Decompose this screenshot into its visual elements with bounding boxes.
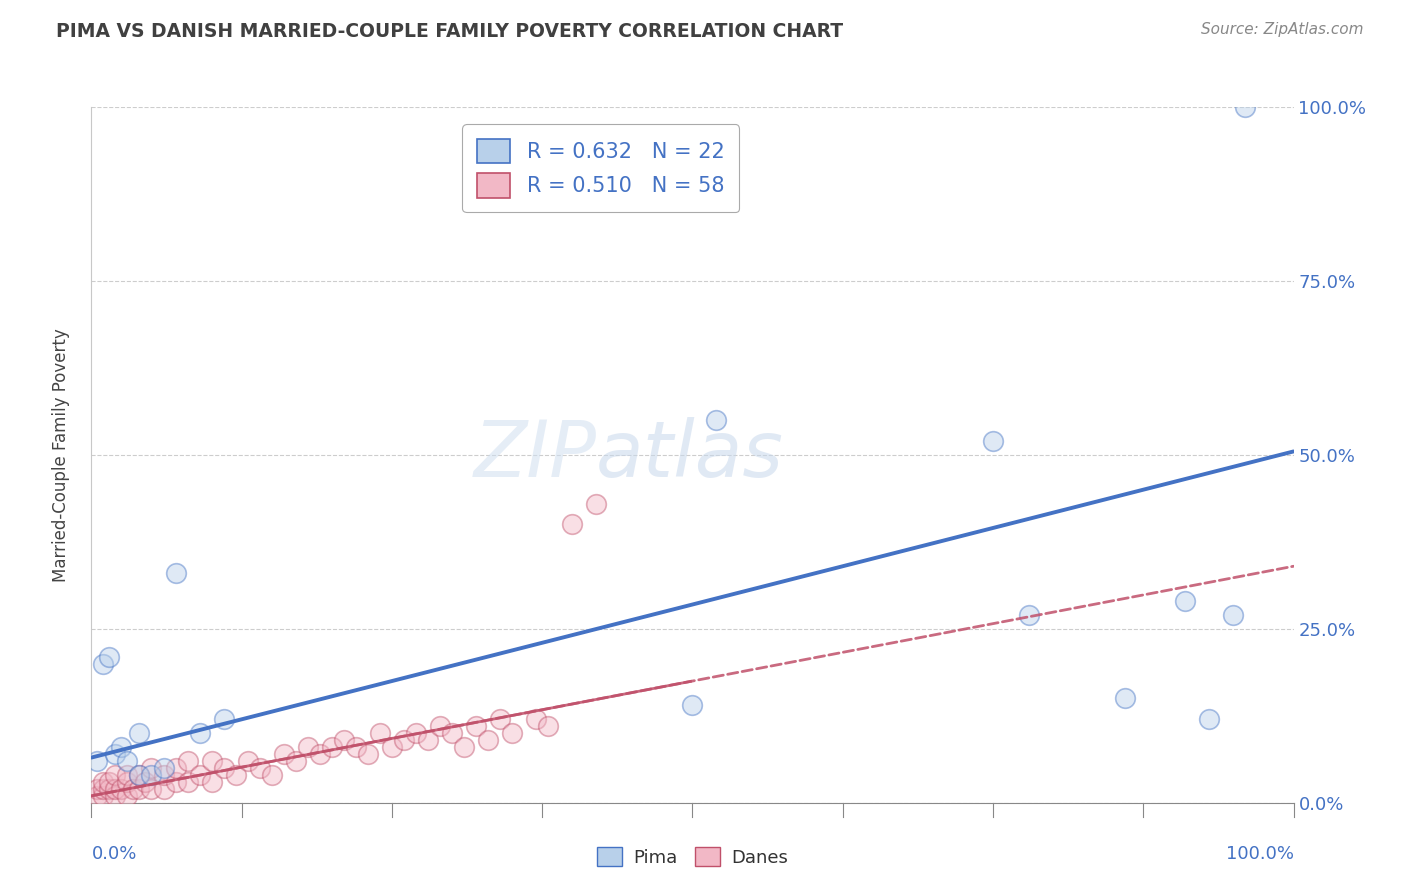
Point	[236, 754, 259, 768]
Point	[249, 761, 271, 775]
Point	[681, 698, 703, 713]
Point	[284, 754, 307, 768]
Point	[93, 789, 115, 803]
Point	[86, 754, 108, 768]
Point	[104, 781, 127, 796]
Point	[273, 747, 295, 761]
Point	[98, 775, 121, 789]
Point	[1114, 691, 1136, 706]
Point	[537, 719, 560, 733]
Point	[981, 434, 1004, 448]
Point	[165, 566, 187, 581]
Point	[453, 740, 475, 755]
Point	[392, 733, 415, 747]
Point	[152, 781, 174, 796]
Point	[93, 657, 115, 671]
Point	[201, 754, 224, 768]
Point	[93, 775, 115, 789]
Point	[1198, 712, 1220, 726]
Point	[308, 747, 330, 761]
Point	[176, 775, 198, 789]
Point	[429, 719, 451, 733]
Text: 100.0%: 100.0%	[1226, 845, 1294, 863]
Text: atlas: atlas	[596, 417, 785, 493]
Point	[117, 768, 139, 782]
Point	[188, 768, 211, 782]
Text: PIMA VS DANISH MARRIED-COUPLE FAMILY POVERTY CORRELATION CHART: PIMA VS DANISH MARRIED-COUPLE FAMILY POV…	[56, 22, 844, 41]
Text: Source: ZipAtlas.com: Source: ZipAtlas.com	[1201, 22, 1364, 37]
Point	[141, 781, 163, 796]
Point	[86, 789, 108, 803]
Point	[152, 768, 174, 782]
Point	[128, 768, 150, 782]
Point	[128, 781, 150, 796]
Point	[165, 761, 187, 775]
Point	[321, 740, 343, 755]
Point	[104, 768, 127, 782]
Point	[128, 768, 150, 782]
Point	[110, 781, 132, 796]
Point	[104, 789, 127, 803]
Point	[501, 726, 523, 740]
Point	[489, 712, 512, 726]
Point	[117, 775, 139, 789]
Text: Married-Couple Family Poverty: Married-Couple Family Poverty	[52, 328, 70, 582]
Point	[122, 781, 145, 796]
Point	[93, 781, 115, 796]
Point	[465, 719, 488, 733]
Point	[524, 712, 547, 726]
Point	[152, 761, 174, 775]
Text: ZIP: ZIP	[474, 417, 596, 493]
Point	[1018, 607, 1040, 622]
Point	[117, 754, 139, 768]
Point	[1234, 100, 1257, 114]
Point	[201, 775, 224, 789]
Point	[104, 747, 127, 761]
Point	[260, 768, 283, 782]
Point	[141, 761, 163, 775]
Point	[440, 726, 463, 740]
Point	[110, 740, 132, 755]
Point	[98, 781, 121, 796]
Point	[225, 768, 247, 782]
Point	[1174, 594, 1197, 608]
Legend: R = 0.632   N = 22, R = 0.510   N = 58: R = 0.632 N = 22, R = 0.510 N = 58	[463, 124, 740, 212]
Point	[1222, 607, 1244, 622]
Point	[134, 775, 156, 789]
Point	[212, 761, 235, 775]
Point	[212, 712, 235, 726]
Point	[141, 768, 163, 782]
Point	[333, 733, 356, 747]
Point	[405, 726, 427, 740]
Point	[297, 740, 319, 755]
Point	[344, 740, 367, 755]
Point	[128, 726, 150, 740]
Point	[188, 726, 211, 740]
Point	[477, 733, 499, 747]
Point	[117, 789, 139, 803]
Point	[706, 413, 728, 427]
Point	[176, 754, 198, 768]
Text: 0.0%: 0.0%	[91, 845, 136, 863]
Point	[416, 733, 439, 747]
Point	[98, 649, 121, 664]
Point	[357, 747, 380, 761]
Point	[368, 726, 391, 740]
Point	[585, 497, 607, 511]
Point	[165, 775, 187, 789]
Point	[561, 517, 583, 532]
Point	[381, 740, 404, 755]
Point	[86, 781, 108, 796]
